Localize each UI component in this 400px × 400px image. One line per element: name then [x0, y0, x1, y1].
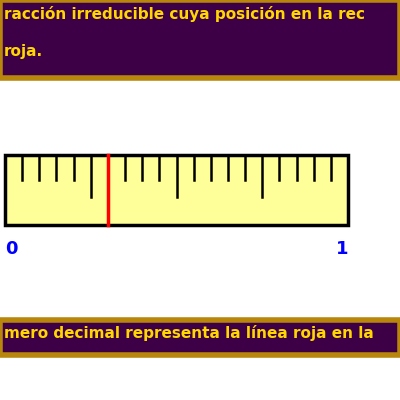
Text: 0: 0	[5, 240, 18, 258]
Bar	[0, 0, 400, 78]
Text: roja.: roja.	[4, 44, 43, 59]
Bar	[5, 155, 348, 225]
Text: racción irreducible cuya posición en la rec: racción irreducible cuya posición en la …	[4, 6, 365, 22]
Text: mero decimal representa la línea roja en la: mero decimal representa la línea roja en…	[4, 325, 374, 341]
Bar	[0, 320, 400, 355]
Text: 1: 1	[336, 240, 348, 258]
